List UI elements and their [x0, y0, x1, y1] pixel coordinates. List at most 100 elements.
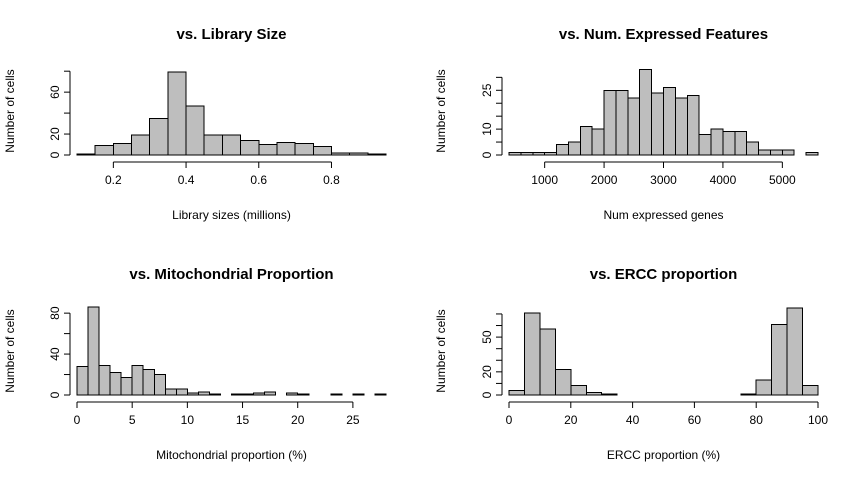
histogram-panel-4: vs. ERCC proportion 0 20 40 60 80 100 ERCC prop… [434, 266, 828, 462]
x-tick-label: 0.8 [323, 173, 340, 187]
y-tick-label: 10 [480, 122, 494, 136]
histogram-bar [769, 149, 783, 156]
histogram-bar [674, 97, 688, 156]
histogram-bar [686, 94, 700, 156]
histogram-bar [203, 134, 223, 156]
histogram-bar [710, 128, 724, 156]
x-tick-label: 0 [506, 413, 513, 427]
y-axis-label: Number of cells [3, 309, 17, 392]
histogram-bar [349, 152, 369, 156]
histogram-panel-1: vs. Library Size 0.2 0.4 0.6 0.8 Library size… [3, 26, 387, 222]
histogram-bar [539, 328, 556, 396]
x-tick-label: 100 [808, 413, 828, 427]
histogram-bar [579, 126, 593, 156]
x-tick-label: 15 [236, 413, 250, 427]
x-tick-label: 2000 [591, 173, 618, 187]
histogram-bar [175, 388, 188, 396]
histogram-bar [231, 393, 244, 396]
histogram-bar [508, 151, 522, 156]
histogram-bar [142, 368, 155, 396]
histogram-bar [164, 388, 177, 396]
y-axis-label: Number of cells [434, 69, 448, 152]
x-tick-label: 20 [564, 413, 578, 427]
y-tick-label: 25 [480, 83, 494, 97]
histogram-bar [520, 151, 534, 156]
histogram-bar [663, 87, 676, 156]
histogram-bar [746, 141, 760, 156]
histogram-bar [87, 306, 100, 396]
x-axis-label: Library sizes (millions) [172, 208, 291, 222]
x-tick-label: 1000 [531, 173, 558, 187]
histogram-bar [112, 142, 133, 156]
x-tick-label: 0.2 [105, 173, 122, 187]
x-tick-label: 0.6 [250, 173, 267, 187]
x-tick-label: 25 [346, 413, 360, 427]
chart-title: vs. Mitochondrial Proportion [129, 266, 333, 283]
y-axis-label: Number of cells [434, 309, 448, 392]
x-axis-label: Mitochondrial proportion (%) [156, 448, 307, 462]
histogram-bar [294, 142, 314, 156]
histogram-bar [186, 392, 199, 396]
histogram-bar [615, 89, 629, 156]
x-tick-label: 5000 [769, 173, 796, 187]
histogram-bar [312, 146, 332, 156]
histogram-bar [208, 393, 221, 396]
histogram-bar [771, 323, 788, 396]
histogram-bar [651, 92, 664, 156]
x-tick-label: 0.4 [178, 173, 195, 187]
y-tick-label: 0 [48, 151, 62, 158]
x-tick-label: 80 [750, 413, 764, 427]
histogram-bar [585, 392, 603, 396]
histogram-bar [367, 153, 387, 156]
x-tick-label: 4000 [710, 173, 737, 187]
y-tick-label: 0 [480, 151, 494, 158]
histogram-bar [185, 105, 205, 156]
x-tick-label: 60 [688, 413, 702, 427]
histogram-bar [554, 369, 572, 396]
histogram-bar [352, 393, 365, 396]
histogram-bar [734, 131, 748, 156]
histogram-bar [94, 145, 114, 156]
x-tick-label: 0 [74, 413, 81, 427]
histogram-bar [758, 149, 771, 156]
histogram-bar [120, 377, 133, 396]
x-tick-label: 5 [129, 413, 136, 427]
chart-title: vs. Num. Expressed Features [559, 26, 768, 43]
histogram-bar [508, 389, 525, 396]
x-tick-label: 3000 [650, 173, 677, 187]
y-tick-label: 80 [48, 306, 62, 320]
histogram-bar [523, 312, 541, 396]
y-tick-label: 20 [480, 365, 494, 379]
histogram-bar [781, 149, 795, 156]
y-tick-label: 40 [48, 347, 62, 361]
histogram-bar [131, 134, 151, 156]
histogram-bar [258, 144, 278, 156]
y-axis-label: Number of cells [3, 69, 17, 152]
x-tick-label: 40 [626, 413, 640, 427]
histogram-bar [149, 117, 169, 156]
x-tick-label: 10 [181, 413, 195, 427]
histogram-bar [722, 131, 736, 156]
histogram-bar [76, 365, 89, 396]
histogram-bar [627, 97, 641, 156]
histogram-bar [264, 391, 277, 396]
histogram-bar [297, 393, 310, 396]
histogram-bar [131, 364, 144, 396]
histogram-bar [755, 379, 773, 396]
x-tick-label: 20 [291, 413, 305, 427]
histogram-bar [197, 391, 210, 396]
histogram-bar [802, 385, 819, 396]
histogram-bar [698, 133, 712, 156]
histogram-bar [603, 89, 617, 156]
histogram-bar [153, 374, 166, 396]
histogram-panel-2: vs. Num. Expressed Features 1000 2000 3000 4… [434, 26, 819, 222]
histogram-bar [544, 151, 558, 156]
histogram-bar [639, 69, 653, 156]
histogram-bar [167, 71, 187, 156]
chart-title: vs. Library Size [176, 26, 286, 43]
x-axis-label: Num expressed genes [603, 208, 723, 222]
histogram-panel-3: vs. Mitochondrial Proportion 0 5 10 15 20 25 Mi… [3, 266, 387, 462]
histogram-bar [786, 307, 804, 396]
histogram-bar [76, 153, 96, 156]
